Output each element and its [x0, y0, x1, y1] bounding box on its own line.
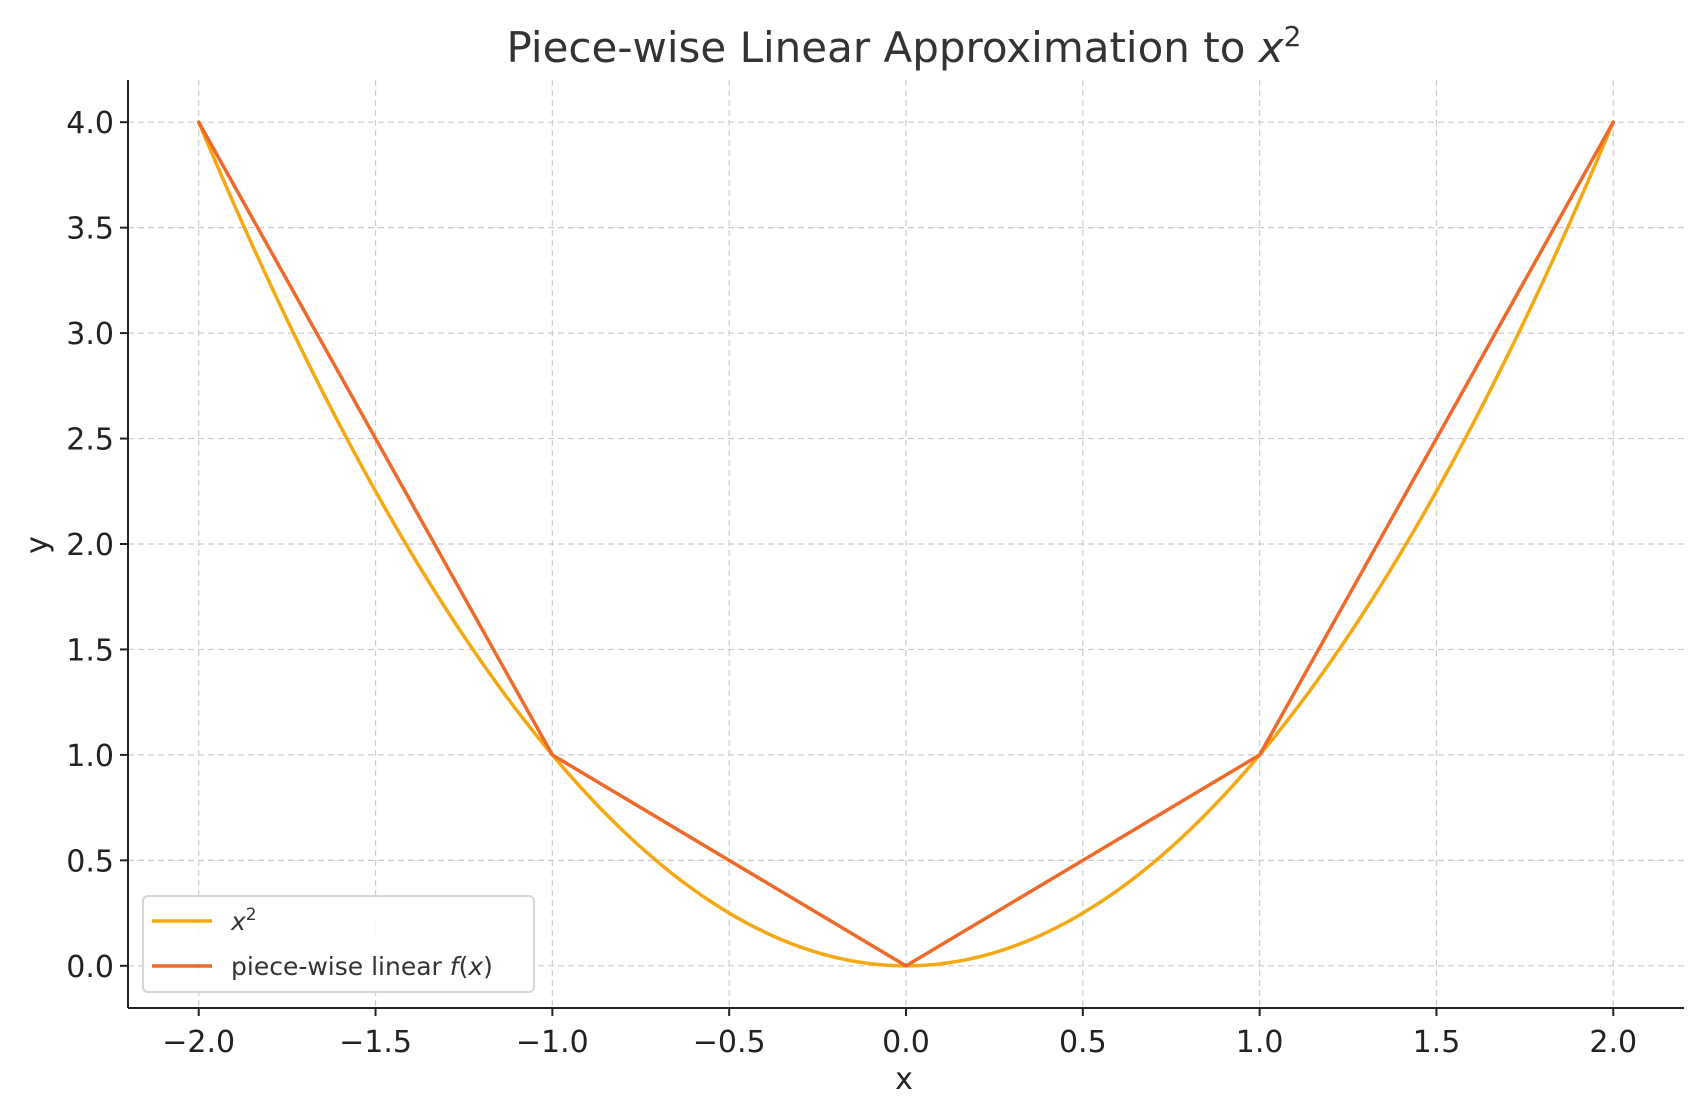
x-tick-label: −1.0 [516, 1025, 589, 1060]
series-line-piecewise-linear [196, 120, 1616, 968]
legend-label: piece-wise linear f(x) [231, 952, 493, 981]
y-tick-label: 0.5 [66, 844, 114, 879]
y-tick-label: 4.0 [66, 106, 114, 141]
y-tick-label: 1.5 [66, 633, 114, 668]
y-tick-label: 0.0 [66, 950, 114, 985]
y-tick-label: 2.5 [66, 423, 114, 458]
y-tick-label: 1.0 [66, 739, 114, 774]
ticks: −2.0 −1.5 −1.0 −0.5 0.0 0.5 1.0 1.5 2.0 0.0 0.5 1.0… [66, 106, 1637, 1060]
series [196, 120, 1616, 968]
y-axis-label: y [20, 536, 55, 554]
x-axis-label: x [895, 1062, 913, 1097]
x-tick-label: 1.5 [1413, 1025, 1461, 1060]
legend-box [142, 895, 535, 993]
x-tick-label: 1.0 [1236, 1025, 1284, 1060]
x-tick-label: −2.0 [162, 1025, 235, 1060]
chart-title: Piece-wise Linear Approximation to x2 [507, 20, 1302, 72]
legend-label: x2 [230, 905, 257, 936]
y-tick-label: 2.0 [66, 528, 114, 563]
legend: x2 piece-wise linear f(x) [142, 895, 535, 993]
y-tick-label: 3.5 [66, 212, 114, 247]
x-tick-label: 2.0 [1589, 1025, 1637, 1060]
x-tick-label: −1.5 [339, 1025, 412, 1060]
grid [128, 80, 1684, 1008]
y-tick-label: 3.0 [66, 317, 114, 352]
x-tick-label: −0.5 [693, 1025, 766, 1060]
x-tick-label: 0.5 [1059, 1025, 1107, 1060]
x-tick-label: 0.0 [882, 1025, 930, 1060]
